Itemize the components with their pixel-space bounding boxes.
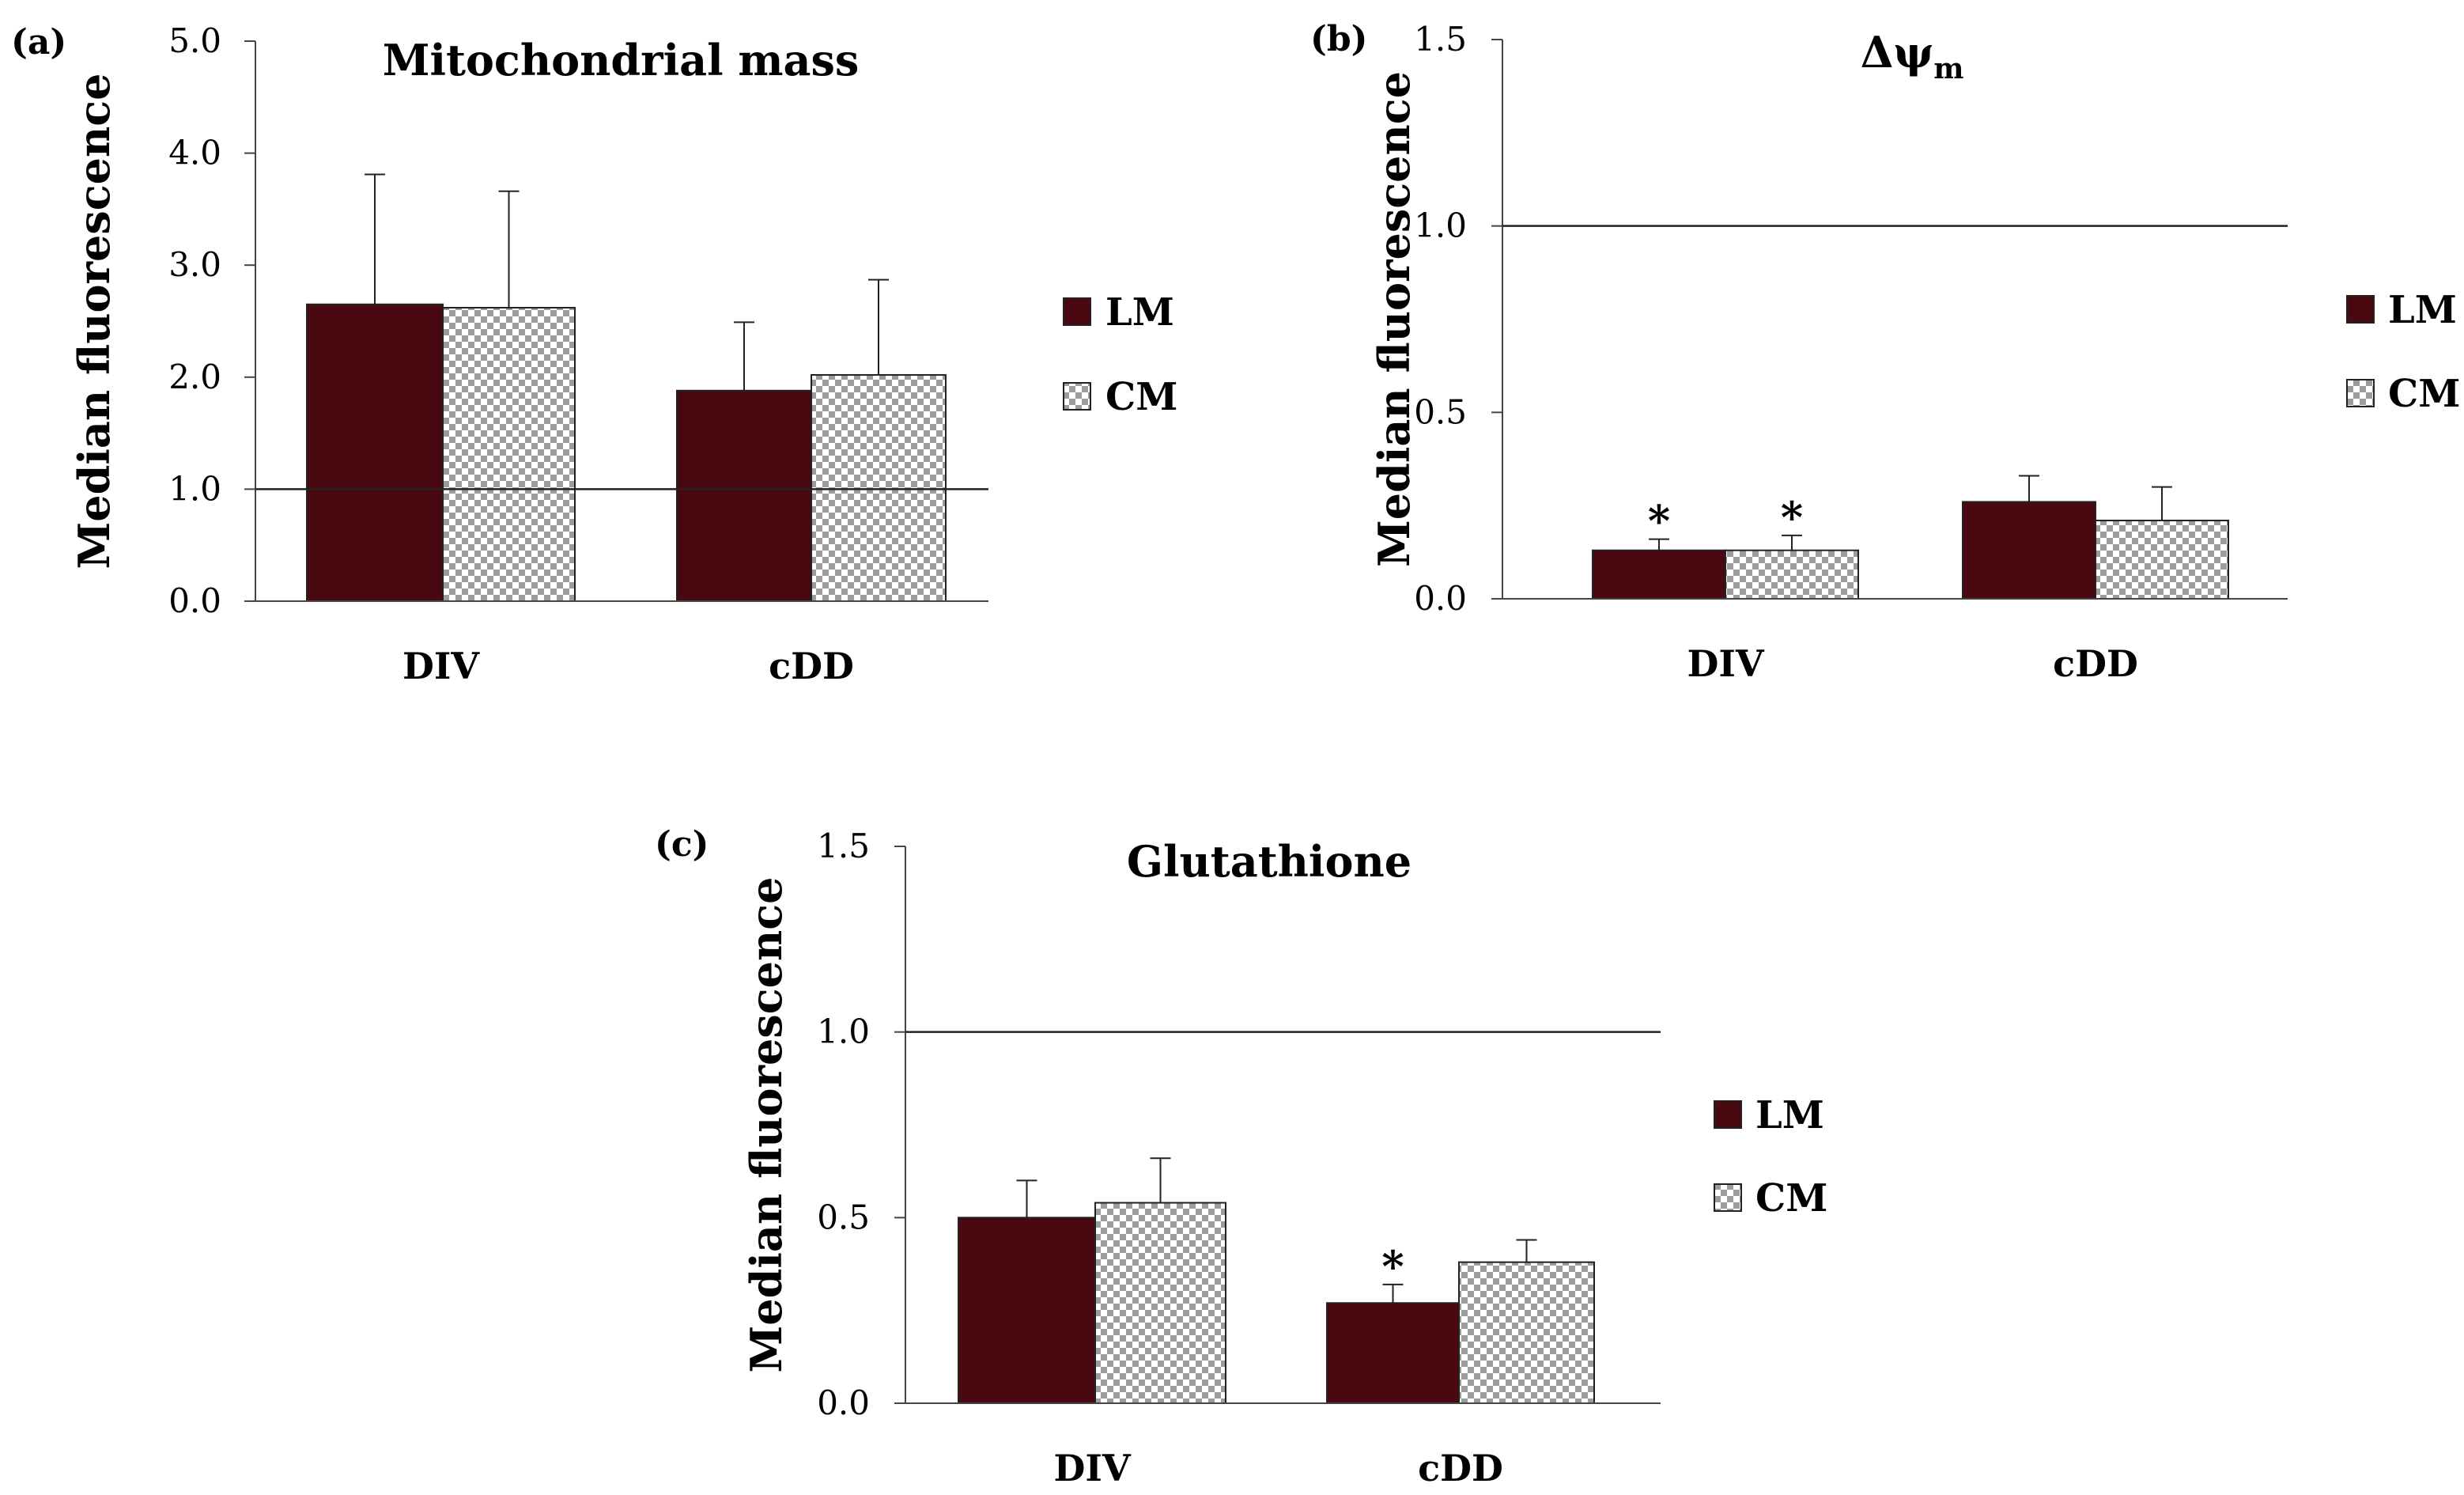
chart-3-bar-cm-div (1094, 1202, 1226, 1405)
chart-3-legend-swatch-lm (1714, 1100, 1742, 1129)
chart-2-significance-star: * (1648, 496, 1670, 547)
chart-3-bar-cm-cdd (1458, 1261, 1595, 1404)
chart-3-title: Glutathione (1127, 836, 1412, 887)
chart-3-category-label-cdd: cDD (1418, 1447, 1503, 1489)
chart-1-y-tick-label: 4.0 (168, 134, 221, 172)
chart-3-significance-star: * (1381, 1241, 1404, 1292)
chart-2-y-tick-label: 0.0 (1414, 579, 1467, 618)
chart-2-y-axis-label: Median fluorescence (1369, 71, 1419, 567)
chart-1-bar-cm-div (442, 307, 576, 602)
chart-1-category-label-cdd: cDD (769, 645, 854, 687)
chart-2-legend-label-lm: LM (2388, 288, 2457, 332)
chart-3-category-label-div: DIV (1053, 1447, 1131, 1489)
chart-1-title-main: Mitochondrial mass (383, 35, 860, 85)
chart-1-y-tick-label: 3.0 (168, 245, 221, 284)
chart-3-y-tick-label: 0.5 (817, 1198, 870, 1236)
chart-1-y-tick-label: 5.0 (168, 21, 221, 60)
chart-2-legend-swatch-lm (2346, 295, 2375, 324)
chart-2-title-main: Δψ (1861, 27, 1934, 78)
chart-3-legend-label-lm: LM (1755, 1093, 1824, 1137)
chart-3-legend-label-cm: CM (1755, 1176, 1827, 1221)
chart-2-bar-cm-div (1725, 549, 1859, 600)
chart-3-y-tick-label: 1.0 (817, 1012, 870, 1051)
chart-3-y-tick-label: 1.5 (817, 827, 870, 865)
chart-1-legend-swatch-cm (1063, 382, 1091, 411)
chart-1-bar-cm-cdd (811, 373, 947, 602)
chart-2-bar-lm-div (1592, 549, 1726, 600)
chart-3-y-tick-label: 0.0 (817, 1383, 870, 1422)
chart-1-legend-label-cm: CM (1105, 375, 1177, 419)
chart-3-bar-lm-cdd (1326, 1302, 1460, 1405)
chart-3-bar-lm-div (958, 1217, 1096, 1405)
chart-1-title: Mitochondrial mass (383, 35, 860, 85)
chart-2-y-tick-label: 0.5 (1414, 392, 1467, 431)
chart-2-bar-cm-cdd (2095, 520, 2229, 600)
chart-1-y-tick-label: 0.0 (168, 581, 221, 620)
chart-2-panel-label: (b) (1310, 19, 1367, 59)
chart-1-legend-label-lm: LM (1105, 290, 1174, 335)
chart-2-title: Δψm (1861, 27, 1964, 85)
chart-2-legend-swatch-cm (2346, 379, 2375, 407)
chart-3-legend-swatch-cm (1714, 1183, 1742, 1212)
chart-2-y-tick-label: 1.0 (1414, 206, 1467, 245)
chart-2-legend-label-cm: CM (2388, 372, 2460, 416)
chart-3-title-main: Glutathione (1127, 836, 1412, 887)
chart-1-category-label-div: DIV (402, 645, 480, 687)
chart-1-legend-swatch-lm (1063, 297, 1091, 326)
chart-3-y-axis-label: Median fluorescence (741, 877, 792, 1373)
chart-3-panel-label: (c) (655, 824, 709, 865)
chart-2-y-tick-label: 1.5 (1414, 20, 1467, 59)
chart-1-y-tick-label: 1.0 (168, 469, 221, 508)
chart-2-category-label-cdd: cDD (2053, 642, 2138, 685)
chart-2-title-subscript: m (1933, 52, 1963, 85)
chart-1-panel-label: (a) (11, 22, 66, 62)
chart-1-y-tick-label: 2.0 (168, 358, 221, 396)
chart-1-bar-lm-cdd (676, 389, 812, 602)
chart-2-category-label-div: DIV (1687, 642, 1764, 685)
chart-2-bar-lm-cdd (1962, 501, 2096, 600)
chart-1-bar-lm-div (306, 303, 444, 602)
chart-2-significance-star: * (1781, 492, 1803, 543)
chart-1-y-axis-label: Median fluorescence (69, 74, 119, 570)
